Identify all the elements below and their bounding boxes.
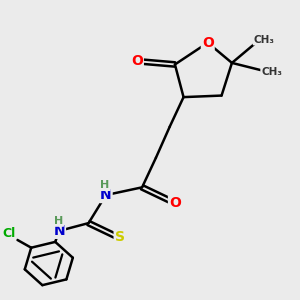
Text: O: O — [169, 196, 181, 210]
Text: O: O — [202, 36, 214, 50]
Text: H: H — [100, 180, 110, 190]
Text: CH₃: CH₃ — [261, 67, 282, 77]
Text: O: O — [131, 54, 143, 68]
Text: N: N — [100, 188, 112, 202]
Text: N: N — [53, 224, 65, 238]
Text: S: S — [115, 230, 124, 244]
Text: Cl: Cl — [2, 226, 15, 240]
Text: CH₃: CH₃ — [254, 34, 274, 45]
Text: H: H — [54, 216, 63, 226]
